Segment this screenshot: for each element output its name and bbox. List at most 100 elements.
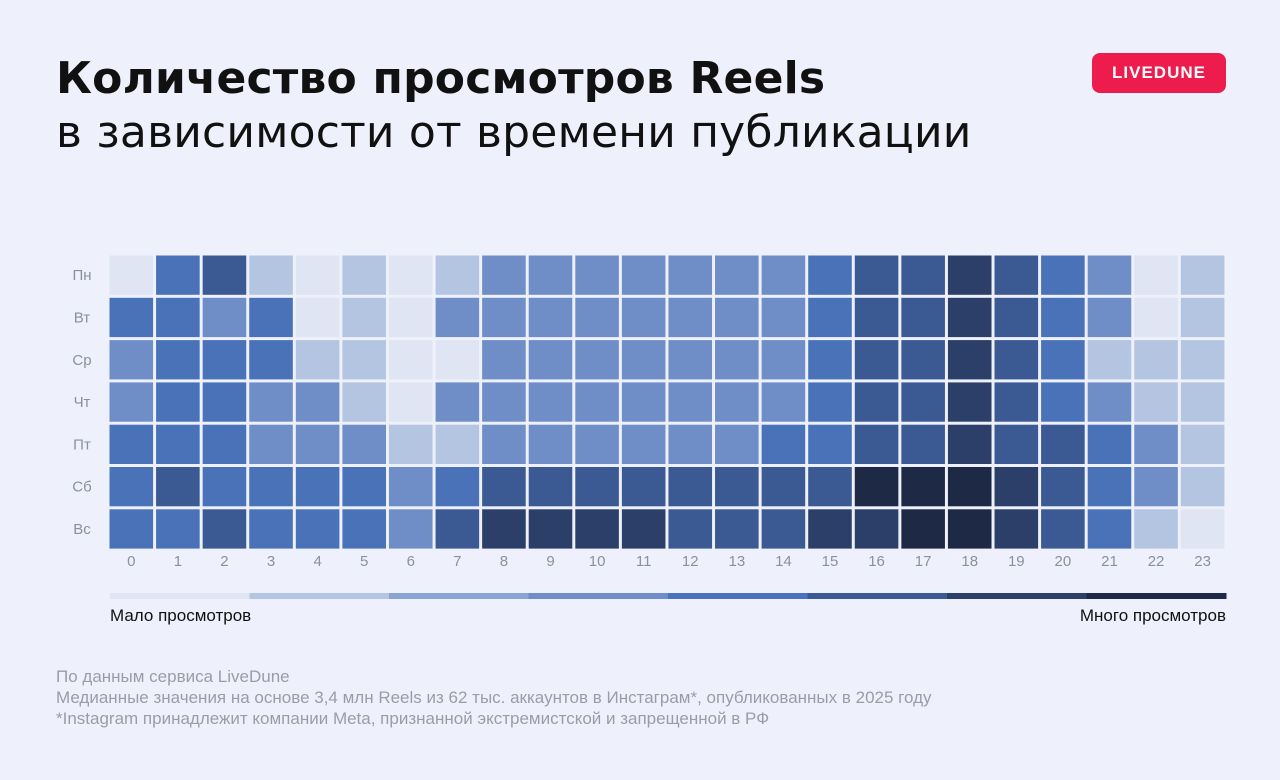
legend-color-segment	[528, 593, 669, 599]
heatmap-cell	[1180, 340, 1225, 380]
heatmap-cell	[1134, 340, 1178, 380]
heatmap-cell	[342, 467, 386, 507]
heatmap-cell	[249, 255, 293, 295]
heatmap-cell	[668, 297, 713, 338]
x-tick-label: 16	[868, 553, 885, 570]
heatmap-cell	[435, 467, 480, 507]
heatmap-cell	[342, 340, 386, 380]
x-tick-label: 12	[682, 553, 699, 570]
heatmap-cell	[1134, 424, 1178, 464]
heatmap-cell	[575, 424, 619, 464]
heatmap-cell	[901, 340, 945, 380]
heatmap-cell	[808, 297, 852, 338]
heatmap-cell	[1180, 424, 1225, 464]
heatmap-cell	[621, 424, 666, 464]
x-tick-label: 7	[453, 553, 461, 570]
heatmap-cell	[435, 424, 480, 464]
heatmap-cell	[621, 255, 666, 295]
heatmap-cell	[575, 297, 619, 338]
heatmap-cell	[1041, 382, 1085, 422]
heatmap-cell	[156, 467, 200, 507]
y-tick-label: Вт	[74, 309, 91, 326]
heatmap-cell	[1087, 424, 1132, 464]
heatmap-cell	[435, 340, 480, 380]
heatmap-cell	[621, 340, 666, 380]
heatmap-cell	[249, 382, 293, 422]
heatmap-cell	[1180, 255, 1225, 295]
heatmap-cell	[901, 382, 945, 422]
heatmap-cell	[994, 424, 1039, 464]
heatmap-cell	[1087, 382, 1132, 422]
legend-color-segment	[947, 593, 1087, 599]
heatmap-cell	[947, 467, 992, 507]
heatmap-cell	[202, 382, 247, 422]
heatmap-cell	[249, 297, 293, 338]
heatmap-cell	[342, 424, 386, 464]
heatmap-cell	[109, 255, 154, 295]
heatmap-cell	[1041, 467, 1085, 507]
x-tick-label: 14	[775, 553, 792, 570]
heatmap-cell	[249, 509, 293, 549]
heatmap-cell	[342, 255, 386, 295]
heatmap-cell	[482, 424, 526, 464]
heatmap-cell	[156, 297, 200, 338]
heatmap-cell	[1087, 255, 1132, 295]
heatmap-cell	[761, 382, 806, 422]
heatmap-cell	[1087, 297, 1132, 338]
title-line-2: в зависимости от времени публикации	[56, 107, 972, 158]
heatmap-cell	[761, 509, 806, 549]
chart-title: Количество просмотров Reels в зависимост…	[56, 52, 972, 160]
heatmap-cell	[1180, 297, 1225, 338]
heatmap-cell	[854, 467, 899, 507]
y-tick-label: Вс	[73, 521, 91, 538]
heatmap-cell	[1180, 382, 1225, 422]
livedune-logo-badge: LIVEDUNE	[1092, 53, 1226, 93]
heatmap-cell	[528, 297, 573, 338]
legend-color-segment	[249, 593, 390, 599]
x-tick-label: 20	[1055, 553, 1072, 570]
heatmap-cell	[528, 424, 573, 464]
heatmap-cell	[808, 424, 852, 464]
heatmap-cell	[808, 340, 852, 380]
heatmap-cell	[388, 467, 433, 507]
heatmap-cell	[761, 255, 806, 295]
heatmap-cell	[295, 382, 340, 422]
heatmap-cell	[715, 297, 759, 338]
heatmap-cell	[202, 340, 247, 380]
heatmap-cell	[808, 509, 852, 549]
heatmap-cell	[1087, 509, 1132, 549]
x-tick-label: 17	[915, 553, 932, 570]
heatmap-cell	[342, 509, 386, 549]
heatmap-cell	[854, 509, 899, 549]
heatmap-cell	[482, 467, 526, 507]
heatmap-cell	[621, 467, 666, 507]
heatmap-cell	[1041, 340, 1085, 380]
y-tick-label: Пт	[73, 436, 91, 453]
heatmap-cell	[621, 509, 666, 549]
heatmap-cell	[761, 297, 806, 338]
heatmap-cell	[342, 382, 386, 422]
legend-high-label: Много просмотров	[1079, 606, 1226, 625]
heatmap-cell	[947, 382, 992, 422]
heatmap-cell	[761, 424, 806, 464]
x-tick-label: 10	[589, 553, 606, 570]
heatmap-cell	[295, 467, 340, 507]
title-line-1: Количество просмотров Reels	[56, 53, 826, 104]
heatmap-cell	[808, 255, 852, 295]
x-tick-label: 4	[313, 553, 321, 570]
heatmap-cell	[435, 509, 480, 549]
x-tick-label: 11	[636, 553, 652, 570]
heatmap-cell	[994, 467, 1039, 507]
heatmap-cell	[947, 509, 992, 549]
heatmap-cell	[715, 509, 759, 549]
legend-color-segment	[668, 593, 808, 599]
heatmap-cell	[528, 467, 573, 507]
footnote-disclaimer: *Instagram принадлежит компании Meta, пр…	[56, 709, 770, 728]
x-tick-label: 23	[1194, 553, 1211, 570]
x-tick-label: 8	[500, 553, 508, 570]
x-tick-label: 19	[1008, 553, 1025, 570]
heatmap-cell	[1180, 467, 1225, 507]
heatmap-cell	[575, 509, 619, 549]
heatmap-cell	[854, 382, 899, 422]
heatmap-cell	[528, 382, 573, 422]
